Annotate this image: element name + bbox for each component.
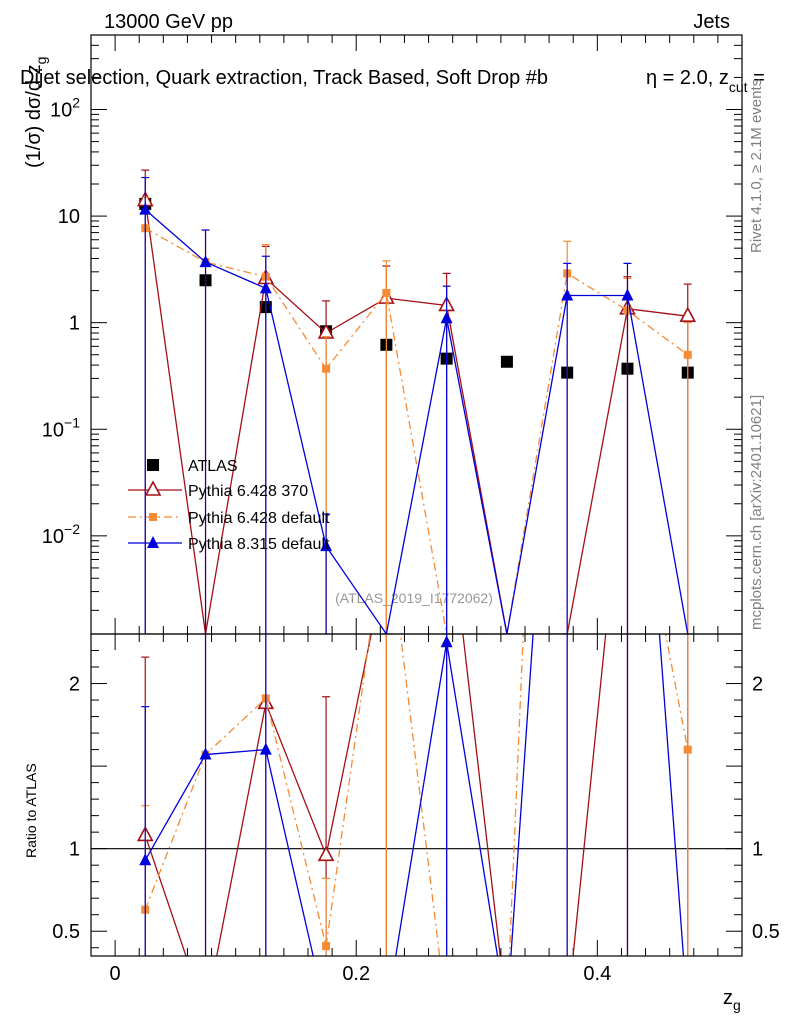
y-tick-label: 1 [69, 313, 80, 335]
data-point [679, 306, 697, 323]
title-overflow-a: η = 2.0, z [646, 67, 729, 89]
legend-entry: ATLAS [147, 458, 238, 475]
data-point [683, 350, 692, 359]
series-1 [136, 169, 697, 634]
x-axis-label: zg [723, 987, 741, 1013]
x-tick-label: 0.4 [583, 963, 611, 985]
ratio-point [139, 853, 152, 866]
series-line [144, 209, 689, 634]
plot-title: Dijet selection, Quark extraction, Track… [20, 67, 548, 89]
ratio-y-tick-label-right: 2 [752, 674, 763, 696]
ratio-point [199, 747, 212, 760]
ratio-point [317, 845, 335, 862]
legend-entry: Pythia 8.315 default [128, 536, 330, 553]
series-line [144, 200, 688, 634]
legend-marker [144, 480, 162, 496]
plot-title-overflow: η = 2.0, zcut = [646, 67, 765, 95]
legend: ATLAS Pythia 6.428 370 Pythia 6.428 defaul… [128, 458, 330, 553]
legend-marker [149, 513, 157, 521]
main-panel-axes: 10−2 10−1 1 10 102 [42, 34, 742, 634]
legend-label: Pythia 6.428 370 [188, 483, 308, 500]
ratio-series-2 [139, 634, 685, 956]
ratio-point [322, 942, 331, 951]
data-point [199, 255, 212, 268]
legend-marker [147, 459, 159, 471]
ratio-point [683, 745, 692, 754]
data-point [621, 288, 634, 301]
legend-label: ATLAS [188, 458, 238, 475]
title-overflow-b: = [748, 67, 765, 89]
ratio-y-tick-label: 2 [69, 674, 80, 696]
process-label: Jets [693, 11, 730, 33]
main-ylabel: (1/σ) dσ/d zg [23, 57, 49, 168]
y-tick-label: 10−2 [42, 521, 80, 548]
main-panel-series [136, 169, 697, 634]
legend-label: Pythia 6.428 default [188, 510, 330, 527]
ratio-ylabel: Ratio to ATLAS [23, 763, 39, 858]
ratio-series-1 [141, 634, 692, 956]
x-tick-label: 0.2 [342, 963, 370, 985]
ratio-point [259, 742, 272, 755]
legend-marker [147, 536, 159, 548]
ratio-point [440, 635, 453, 648]
series-2 [141, 196, 692, 634]
ratio-panel-frame [90, 633, 743, 957]
ratio-series-0 [136, 634, 689, 956]
ratio-y-tick-label: 0.5 [52, 921, 80, 943]
ratio-panel-series [136, 634, 692, 956]
legend-entry: Pythia 6.428 default [128, 510, 330, 527]
energy-label: 13000 GeV pp [104, 11, 233, 33]
data-point [139, 202, 152, 215]
ratio-line [144, 634, 607, 956]
data-point [320, 539, 333, 552]
series-line [144, 227, 689, 634]
rivet-version-label: Rivet 4.1.0, ≥ 2.1M events [748, 79, 765, 253]
analysis-watermark: (ATLAS_2019_I1772062) [335, 590, 493, 606]
ratio-y-tick-label-right: 0.5 [752, 921, 780, 943]
mcplots-label: mcplots.cern.ch [arXiv:2401.10621] [748, 395, 765, 630]
x-tick-label: 0 [110, 963, 121, 985]
ratio-y-tick-label: 1 [69, 839, 80, 861]
y-tick-label: 102 [50, 95, 80, 122]
ratio-line [144, 634, 685, 956]
data-point [322, 364, 331, 373]
y-tick-label: 10−1 [42, 414, 80, 441]
data-point [382, 288, 391, 297]
data-point [440, 311, 453, 324]
title-overflow-cut: cut [729, 79, 748, 95]
series-3 [139, 176, 692, 634]
data-point [500, 355, 513, 368]
ratio-y-tick-label-right: 1 [752, 839, 763, 861]
legend-entry: Pythia 6.428 370 [128, 480, 308, 500]
data-point [259, 281, 272, 294]
legend-label: Pythia 8.315 default [188, 536, 330, 553]
ratio-panel-axes: 0 0.2 0.4 0.5 0.5 1 1 2 2 [52, 633, 780, 985]
y-tick-label: 10 [58, 206, 80, 228]
series-0 [139, 197, 694, 379]
data-point [561, 288, 574, 301]
